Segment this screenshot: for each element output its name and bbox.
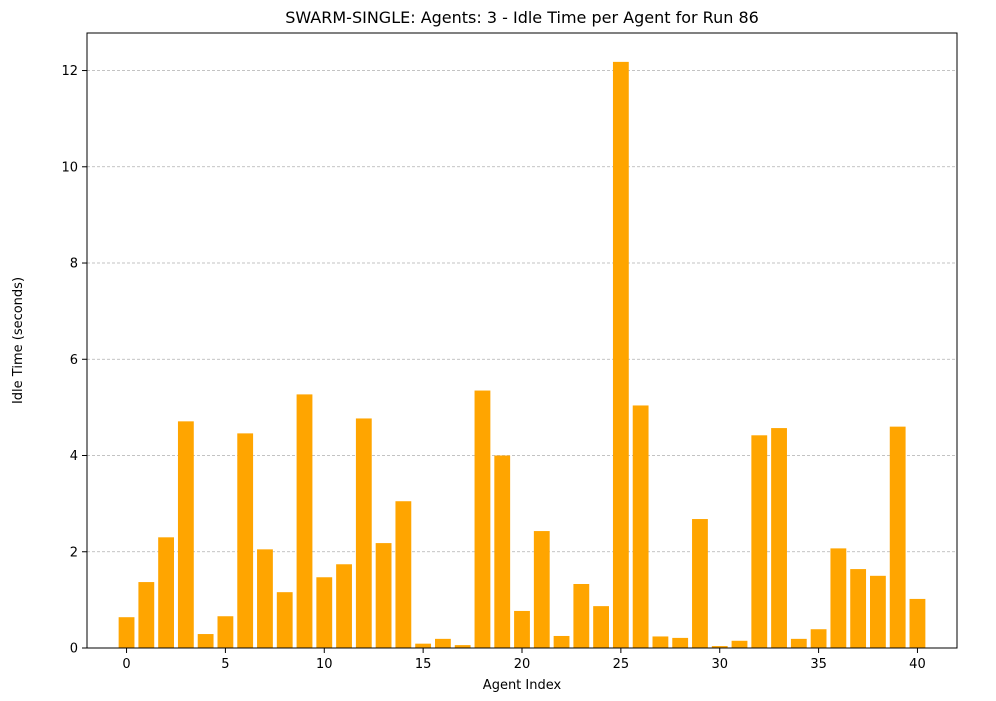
x-tick-label-15: 15 [415, 657, 432, 672]
bar-agent-22 [553, 635, 570, 648]
x-tick-label-30: 30 [711, 657, 728, 672]
y-tick-label-8: 8 [70, 257, 78, 272]
bar-agent-15 [415, 643, 432, 648]
x-tick-label-25: 25 [613, 657, 630, 672]
bar-agent-38 [870, 575, 886, 648]
x-tick-label-5: 5 [221, 657, 229, 672]
bar-agent-40 [909, 598, 926, 648]
bar-agent-21 [533, 531, 550, 648]
chart-title: SWARM-SINGLE: Agents: 3 - Idle Time per … [285, 8, 759, 27]
plot-frame [86, 32, 958, 649]
bar-agent-6 [237, 433, 254, 648]
y-tick-label-2: 2 [70, 545, 78, 560]
y-tick-label-4: 4 [70, 449, 78, 464]
bar-agent-18 [474, 390, 491, 648]
bar-agent-27 [652, 636, 669, 648]
bar-agent-34 [790, 638, 807, 648]
bar-agent-37 [850, 569, 867, 648]
y-tick-label-10: 10 [61, 160, 78, 175]
bar-agent-11 [336, 564, 352, 648]
y-tick-label-0: 0 [70, 642, 78, 657]
y-tick-label-12: 12 [61, 64, 78, 79]
bar-agent-1 [138, 582, 155, 648]
x-axis-ticks: 0 5 10 15 20 25 30 35 40 [122, 648, 926, 672]
bar-agent-30 [711, 646, 728, 648]
bar-agent-31 [731, 640, 748, 648]
bar-agent-2 [158, 537, 174, 648]
y-tick-label-6: 6 [70, 353, 78, 368]
bar-agent-32 [751, 435, 768, 648]
bar-agent-16 [435, 638, 451, 648]
bar-agent-10 [316, 577, 333, 648]
bar-agent-3 [177, 421, 194, 648]
bars [118, 61, 926, 649]
x-tick-label-20: 20 [514, 657, 531, 672]
bar-agent-25 [612, 61, 629, 649]
x-tick-label-10: 10 [316, 657, 333, 672]
bar-agent-39 [889, 426, 906, 648]
bar-agent-7 [257, 549, 273, 648]
gridlines [87, 70, 957, 553]
bar-agent-9 [296, 394, 313, 648]
bar-agent-4 [197, 634, 214, 648]
x-tick-label-35: 35 [810, 657, 827, 672]
bar-agent-29 [692, 519, 708, 648]
bar-agent-35 [810, 629, 827, 648]
bar-agent-13 [375, 543, 392, 648]
bar-agent-28 [672, 637, 689, 648]
bar-agent-36 [830, 548, 847, 648]
x-axis-label: Agent Index [483, 678, 562, 693]
x-tick-label-40: 40 [909, 657, 926, 672]
bar-agent-23 [573, 583, 590, 648]
x-tick-label-0: 0 [122, 657, 130, 672]
bar-agent-12 [355, 418, 372, 648]
y-axis-label: Idle Time (seconds) [11, 277, 26, 404]
bar-agent-0 [118, 617, 135, 648]
bar-agent-19 [494, 455, 511, 648]
bar-agent-33 [771, 428, 787, 648]
bar-agent-17 [454, 645, 471, 648]
bar-agent-20 [514, 610, 530, 648]
bar-agent-5 [217, 616, 234, 648]
bar-agent-26 [632, 405, 649, 648]
bar-agent-24 [593, 606, 609, 648]
y-axis-ticks: 0 2 4 6 8 10 12 [61, 64, 87, 657]
bar-agent-14 [395, 501, 412, 648]
bar-agent-8 [276, 592, 293, 648]
